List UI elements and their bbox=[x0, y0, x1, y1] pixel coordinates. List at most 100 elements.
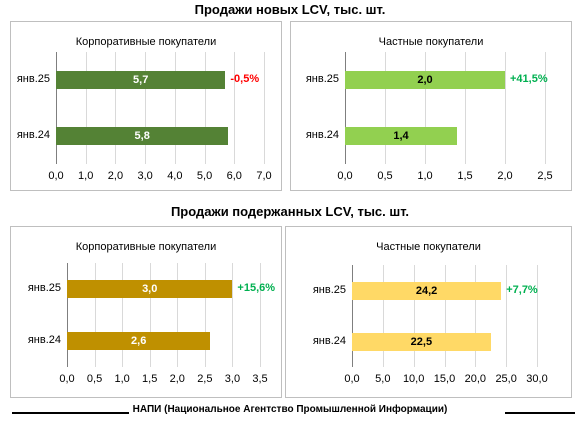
gridline bbox=[475, 265, 477, 367]
bar-value-label: 24,2 bbox=[415, 284, 438, 297]
bar: 24,2 bbox=[352, 281, 502, 300]
chart-panel: Частные покупатели bbox=[285, 226, 572, 398]
footer-source: НАПИ (Национальное Агентство Промышленно… bbox=[0, 404, 580, 415]
gridline bbox=[122, 263, 124, 367]
x-tick-label: 1,5 bbox=[142, 373, 158, 385]
gridline bbox=[232, 263, 234, 367]
x-tick-label: 3,0 bbox=[224, 373, 241, 385]
x-tick-label: 0,0 bbox=[59, 373, 75, 385]
bar: 2,0 bbox=[345, 71, 505, 89]
chart-title: Частные покупатели bbox=[376, 241, 481, 253]
plot-area: 3,0 2,6 bbox=[67, 263, 261, 367]
category-label: янв.25 bbox=[27, 282, 61, 294]
gridline bbox=[264, 52, 265, 164]
gridline bbox=[545, 52, 546, 164]
x-tick-label: 10,0 bbox=[402, 373, 425, 385]
x-tick-label: 0,0 bbox=[337, 170, 353, 182]
bar: 5,8 bbox=[56, 127, 229, 145]
section-title-used: Продажи подержанных LCV, тыс. шт. bbox=[170, 204, 410, 219]
gridline bbox=[385, 52, 386, 164]
x-tick-label: 2,5 bbox=[197, 373, 213, 385]
x-tick-label: 2,0 bbox=[497, 170, 513, 182]
y-axis-line bbox=[56, 52, 57, 164]
x-tick-label: 4,0 bbox=[167, 170, 183, 182]
x-tick-label: 5,0 bbox=[375, 373, 391, 385]
gridline bbox=[465, 52, 466, 164]
bar-value-label: 3,0 bbox=[142, 283, 158, 295]
change-percent: +15,6% bbox=[237, 282, 276, 294]
gridline bbox=[204, 263, 206, 367]
y-axis-line bbox=[345, 52, 346, 164]
gridline bbox=[149, 263, 151, 367]
bar: 22,5 bbox=[352, 332, 491, 351]
change-percent: -0,5% bbox=[230, 73, 260, 85]
x-tick-label: 1,5 bbox=[457, 170, 473, 182]
bar-value-label: 5,8 bbox=[134, 130, 150, 142]
gridline bbox=[505, 52, 506, 164]
bar: 2,6 bbox=[67, 332, 211, 350]
change-percent: +7,7% bbox=[506, 283, 538, 296]
bar-value-label: 2,6 bbox=[131, 335, 147, 347]
gridline bbox=[260, 263, 261, 367]
gridline bbox=[174, 52, 176, 164]
chart-panel: Частные покупатели bbox=[290, 21, 572, 191]
gridline bbox=[234, 52, 236, 164]
chart-title: Корпоративные покупатели bbox=[75, 36, 217, 48]
footer-source-text: НАПИ (Национальное Агентство Промышленно… bbox=[128, 404, 452, 415]
plot-area: 5,7 5,8 bbox=[56, 52, 265, 164]
gridline bbox=[94, 263, 96, 367]
chart-title: Корпоративные покупатели bbox=[75, 241, 217, 253]
gridline bbox=[85, 52, 87, 164]
gridline bbox=[145, 52, 147, 164]
x-tick-label: 0,5 bbox=[86, 373, 103, 385]
x-tick-label: 6,0 bbox=[226, 170, 242, 182]
x-tick-label: 20,0 bbox=[464, 373, 487, 385]
bar-value-label: 22,5 bbox=[410, 335, 433, 348]
x-tick-label: 30,0 bbox=[526, 373, 548, 385]
footer-line-left bbox=[12, 412, 222, 414]
x-tick-label: 1,0 bbox=[78, 170, 94, 182]
category-label: янв.25 bbox=[305, 73, 339, 85]
gridline bbox=[537, 265, 538, 367]
bar-value-label: 2,0 bbox=[417, 74, 433, 86]
plot-area: 2,0 1,4 bbox=[345, 52, 546, 164]
y-axis-line bbox=[352, 265, 353, 367]
x-tick-label: 3,5 bbox=[252, 373, 268, 385]
bar: 3,0 bbox=[67, 280, 233, 298]
category-label: янв.25 bbox=[16, 73, 50, 85]
gridline bbox=[177, 263, 179, 367]
x-tick-label: 1,0 bbox=[417, 170, 433, 182]
gridline bbox=[204, 52, 206, 164]
x-tick-label: 0,0 bbox=[344, 373, 360, 385]
x-tick-label: 2,0 bbox=[169, 373, 185, 385]
bar-value-label: 5,7 bbox=[133, 74, 149, 86]
plot-area: 24,2 22,5 bbox=[352, 265, 538, 367]
footer-line-right bbox=[505, 412, 575, 414]
x-tick-label: 15,0 bbox=[433, 373, 456, 385]
x-tick-label: 25,0 bbox=[495, 373, 517, 385]
x-tick-label: 2,0 bbox=[107, 170, 124, 182]
section-title-new: Продажи новых LCV, тыс. шт. bbox=[194, 2, 386, 17]
category-label: янв.24 bbox=[16, 129, 50, 141]
category-label: янв.24 bbox=[305, 129, 339, 141]
gridline bbox=[425, 52, 426, 164]
x-tick-label: 7,0 bbox=[256, 170, 272, 182]
category-label: янв.24 bbox=[27, 334, 61, 346]
x-tick-label: 0,0 bbox=[48, 170, 64, 182]
gridline bbox=[444, 265, 446, 367]
category-label: янв.25 bbox=[312, 283, 346, 296]
gridline bbox=[413, 265, 415, 367]
gridline bbox=[506, 265, 508, 367]
gridline bbox=[382, 265, 384, 367]
x-tick-label: 1,0 bbox=[114, 373, 130, 385]
x-tick-label: 5,0 bbox=[196, 170, 213, 182]
bar: 1,4 bbox=[345, 127, 457, 145]
gridline bbox=[115, 52, 117, 164]
bar: 5,7 bbox=[56, 71, 226, 89]
change-percent: +41,5% bbox=[510, 73, 548, 85]
chart-title: Частные покупатели bbox=[378, 36, 484, 48]
category-label: янв.24 bbox=[312, 334, 346, 347]
x-tick-label: 3,0 bbox=[137, 170, 153, 182]
x-tick-label: 2,5 bbox=[537, 170, 553, 182]
x-tick-label: 0,5 bbox=[377, 170, 393, 182]
